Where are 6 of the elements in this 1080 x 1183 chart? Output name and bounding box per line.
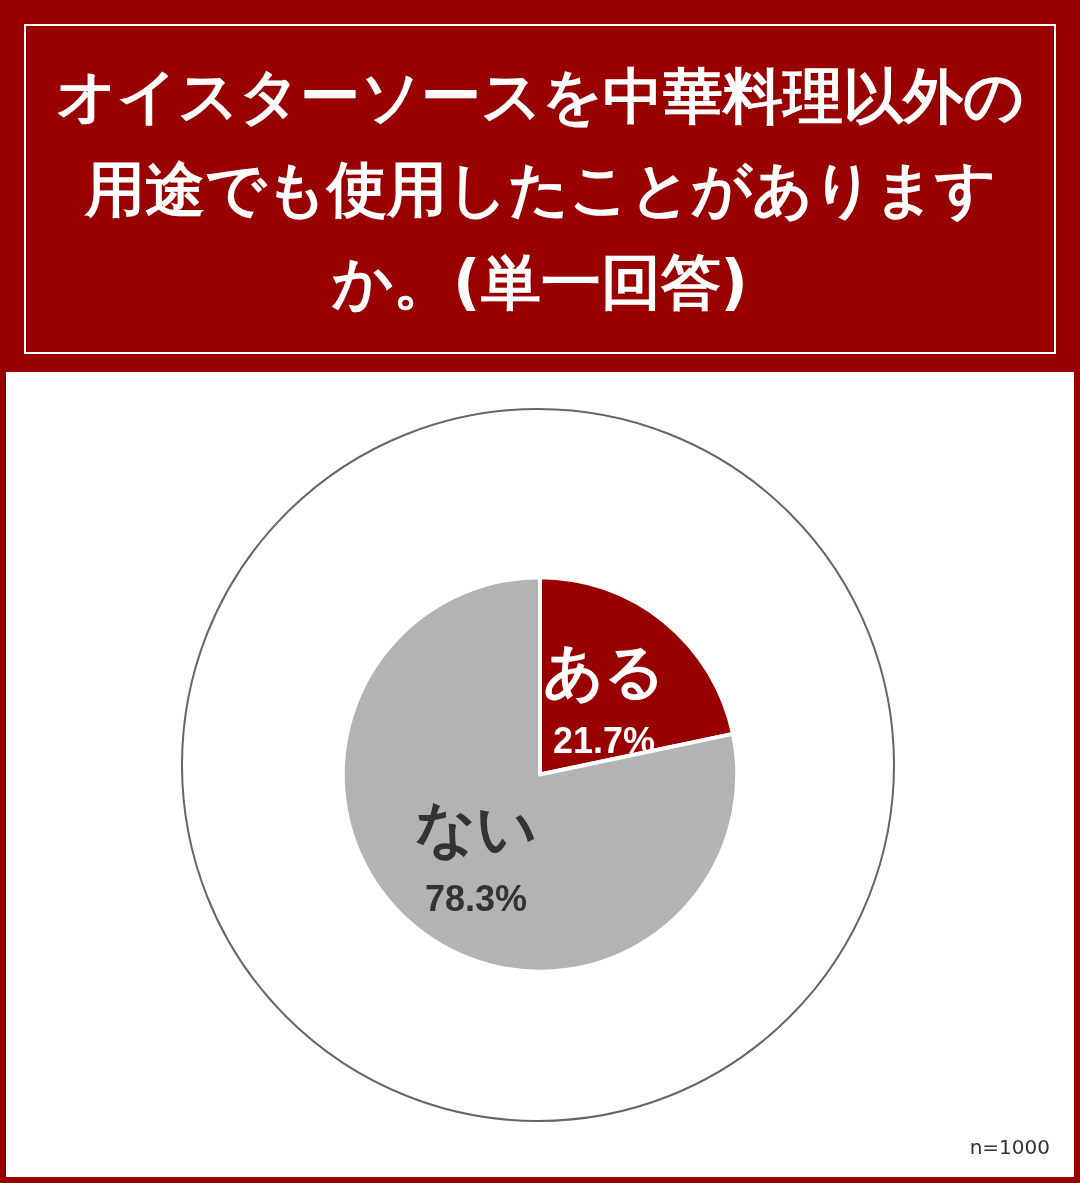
- slice-label: ない: [414, 793, 537, 864]
- text: n=1000: [969, 1135, 1050, 1159]
- chart-title: オイスターソースを中華料理以外の用途でも使用したことがありますか。(単一回答): [55, 59, 1025, 319]
- data-label: 21.7%: [552, 720, 656, 762]
- data-label: 78.3%: [424, 877, 528, 919]
- slice-label: ある: [543, 635, 666, 706]
